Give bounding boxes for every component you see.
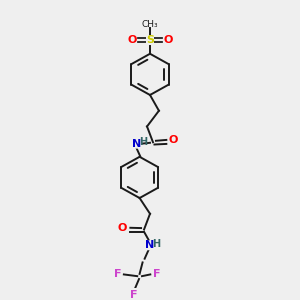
Text: H: H bbox=[152, 239, 160, 249]
Text: F: F bbox=[114, 269, 121, 279]
Text: F: F bbox=[153, 269, 160, 279]
Text: O: O bbox=[118, 223, 127, 233]
Text: N: N bbox=[132, 139, 141, 148]
Text: F: F bbox=[130, 290, 138, 300]
Text: O: O bbox=[163, 35, 172, 45]
Text: O: O bbox=[128, 35, 137, 45]
Text: O: O bbox=[169, 135, 178, 145]
Text: CH₃: CH₃ bbox=[142, 20, 158, 29]
Text: S: S bbox=[146, 35, 154, 45]
Text: N: N bbox=[146, 240, 154, 250]
Text: H: H bbox=[139, 136, 147, 147]
